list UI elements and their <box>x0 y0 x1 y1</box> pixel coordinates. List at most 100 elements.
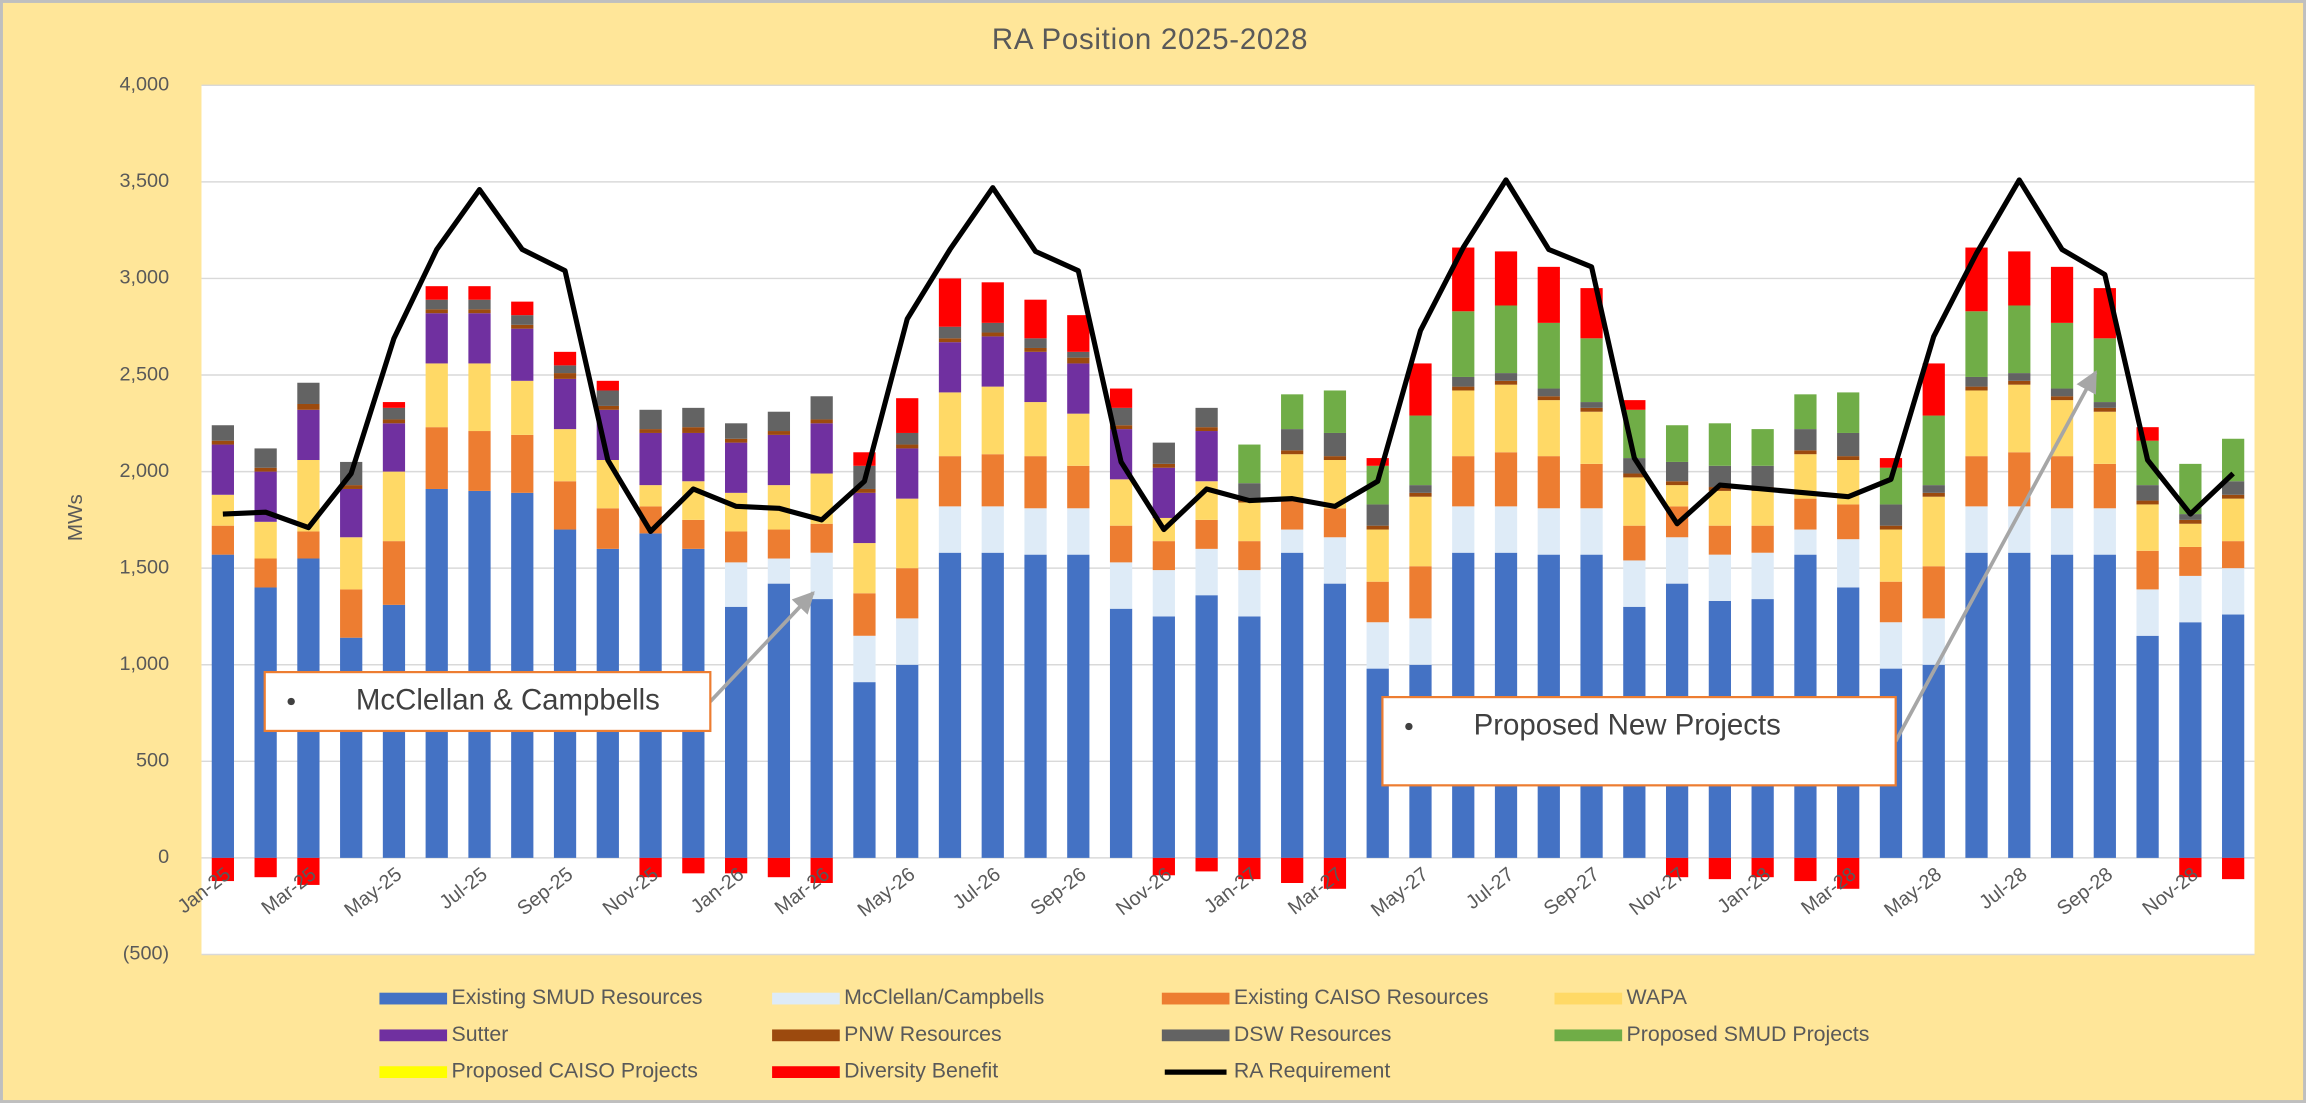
bar-segment <box>1751 552 1774 600</box>
annotation-arrow <box>708 591 815 703</box>
bar-segment <box>596 405 619 410</box>
bar-segment <box>2050 456 2074 509</box>
annotation-text: McClellan & Campbells <box>356 683 660 716</box>
bar-segment <box>511 324 534 329</box>
bar-segment <box>1580 402 1603 408</box>
bar-segment <box>1067 508 1090 555</box>
bar-segment <box>596 380 619 391</box>
bar-segment <box>1623 560 1646 607</box>
bar-segment <box>2050 266 2074 323</box>
bar-segment <box>1494 506 1518 553</box>
bar-segment <box>1922 492 1945 497</box>
bar-segment <box>1537 508 1560 555</box>
legend-swatch <box>1161 1029 1230 1042</box>
bar-segment <box>810 419 833 424</box>
bar-segment <box>1922 415 1945 486</box>
bar-segment <box>1665 461 1689 482</box>
bar-segment <box>2222 498 2245 542</box>
bar-segment <box>2050 388 2074 397</box>
bar-segment <box>425 309 448 314</box>
bar-segment <box>1452 386 1475 391</box>
y-tick-label: 0 <box>158 846 169 868</box>
bar-segment <box>1922 618 1945 665</box>
legend-swatch <box>1161 992 1230 1005</box>
bar-segment <box>1665 537 1689 584</box>
bar-segment <box>1109 562 1133 609</box>
bar-segment <box>1323 432 1347 457</box>
bar-segment <box>1965 456 1988 507</box>
bar-segment <box>1794 529 1817 555</box>
bar-segment <box>1152 442 1175 464</box>
bar-segment <box>1366 458 1389 466</box>
bar-segment <box>425 313 448 364</box>
bar-segment <box>2179 857 2202 878</box>
bar-segment <box>1238 616 1261 858</box>
bar-segment <box>340 537 363 590</box>
bar-segment <box>896 448 919 499</box>
legend-swatch <box>379 992 448 1005</box>
bar-segment <box>1281 429 1304 451</box>
bar-segment <box>2136 504 2159 551</box>
bar-segment <box>1109 525 1133 563</box>
bar-segment <box>1494 251 1518 306</box>
bar-segment <box>340 488 363 538</box>
bar-segment <box>725 531 748 563</box>
y-tick-label: (500) <box>123 943 169 965</box>
bar-segment <box>211 494 234 526</box>
bar-segment <box>682 519 705 549</box>
bar-segment <box>938 326 962 339</box>
bar-segment <box>1452 376 1475 387</box>
bar-segment <box>2136 550 2159 590</box>
bar-segment <box>767 434 791 486</box>
bar-segment <box>1281 857 1304 883</box>
bar-segment <box>938 392 962 457</box>
bar-segment <box>725 492 748 532</box>
bar-segment <box>1879 529 1903 582</box>
bar-segment <box>1879 504 1903 526</box>
bar-segment <box>1109 407 1133 426</box>
legend-swatch <box>379 1066 448 1078</box>
legend-label: Proposed SMUD Projects <box>1627 1022 1870 1046</box>
bar-segment <box>639 857 662 878</box>
bar-segment <box>938 338 962 343</box>
y-tick-label: 2,000 <box>119 460 169 482</box>
bar-segment <box>1794 429 1817 451</box>
bar-segment <box>1152 541 1175 571</box>
bar-segment <box>1238 444 1261 484</box>
annotation-box <box>1381 695 1897 787</box>
bar-segment <box>1580 407 1603 412</box>
bar-segment <box>1879 458 1903 468</box>
bar-segment <box>254 448 277 468</box>
bar-segment <box>1922 664 1945 858</box>
bar-segment <box>211 425 234 441</box>
bar-segment <box>1751 465 1774 488</box>
bar-segment <box>297 460 320 532</box>
bar-segment <box>1751 525 1774 553</box>
bar-segment <box>1879 467 1903 505</box>
bar-segment <box>896 618 919 665</box>
bar-segment <box>2093 463 2116 509</box>
bar-segment <box>1965 376 1988 387</box>
bar-segment <box>1067 465 1090 509</box>
bar-segment <box>2136 635 2159 858</box>
bar-segment <box>1837 432 1860 457</box>
bar-segment <box>596 460 619 509</box>
bar-segment <box>1879 525 1903 530</box>
bar-segment <box>2136 589 2159 636</box>
bar-segment <box>1366 525 1389 530</box>
y-tick-label: 2,500 <box>119 363 169 385</box>
bar-segment <box>938 506 962 553</box>
bar-segment <box>1965 311 1988 377</box>
bar-segment <box>382 402 406 408</box>
bar-segment <box>1708 525 1731 555</box>
bar-segment <box>2050 322 2074 389</box>
bar-segment <box>1580 508 1603 555</box>
grid <box>201 84 2255 956</box>
bar-segment <box>1152 463 1175 468</box>
bar-segment <box>1024 347 1047 352</box>
bar-segment <box>1922 496 1945 567</box>
bar-segment <box>1708 490 1731 526</box>
bar-segment <box>1195 407 1218 428</box>
bar-segment <box>896 432 919 445</box>
